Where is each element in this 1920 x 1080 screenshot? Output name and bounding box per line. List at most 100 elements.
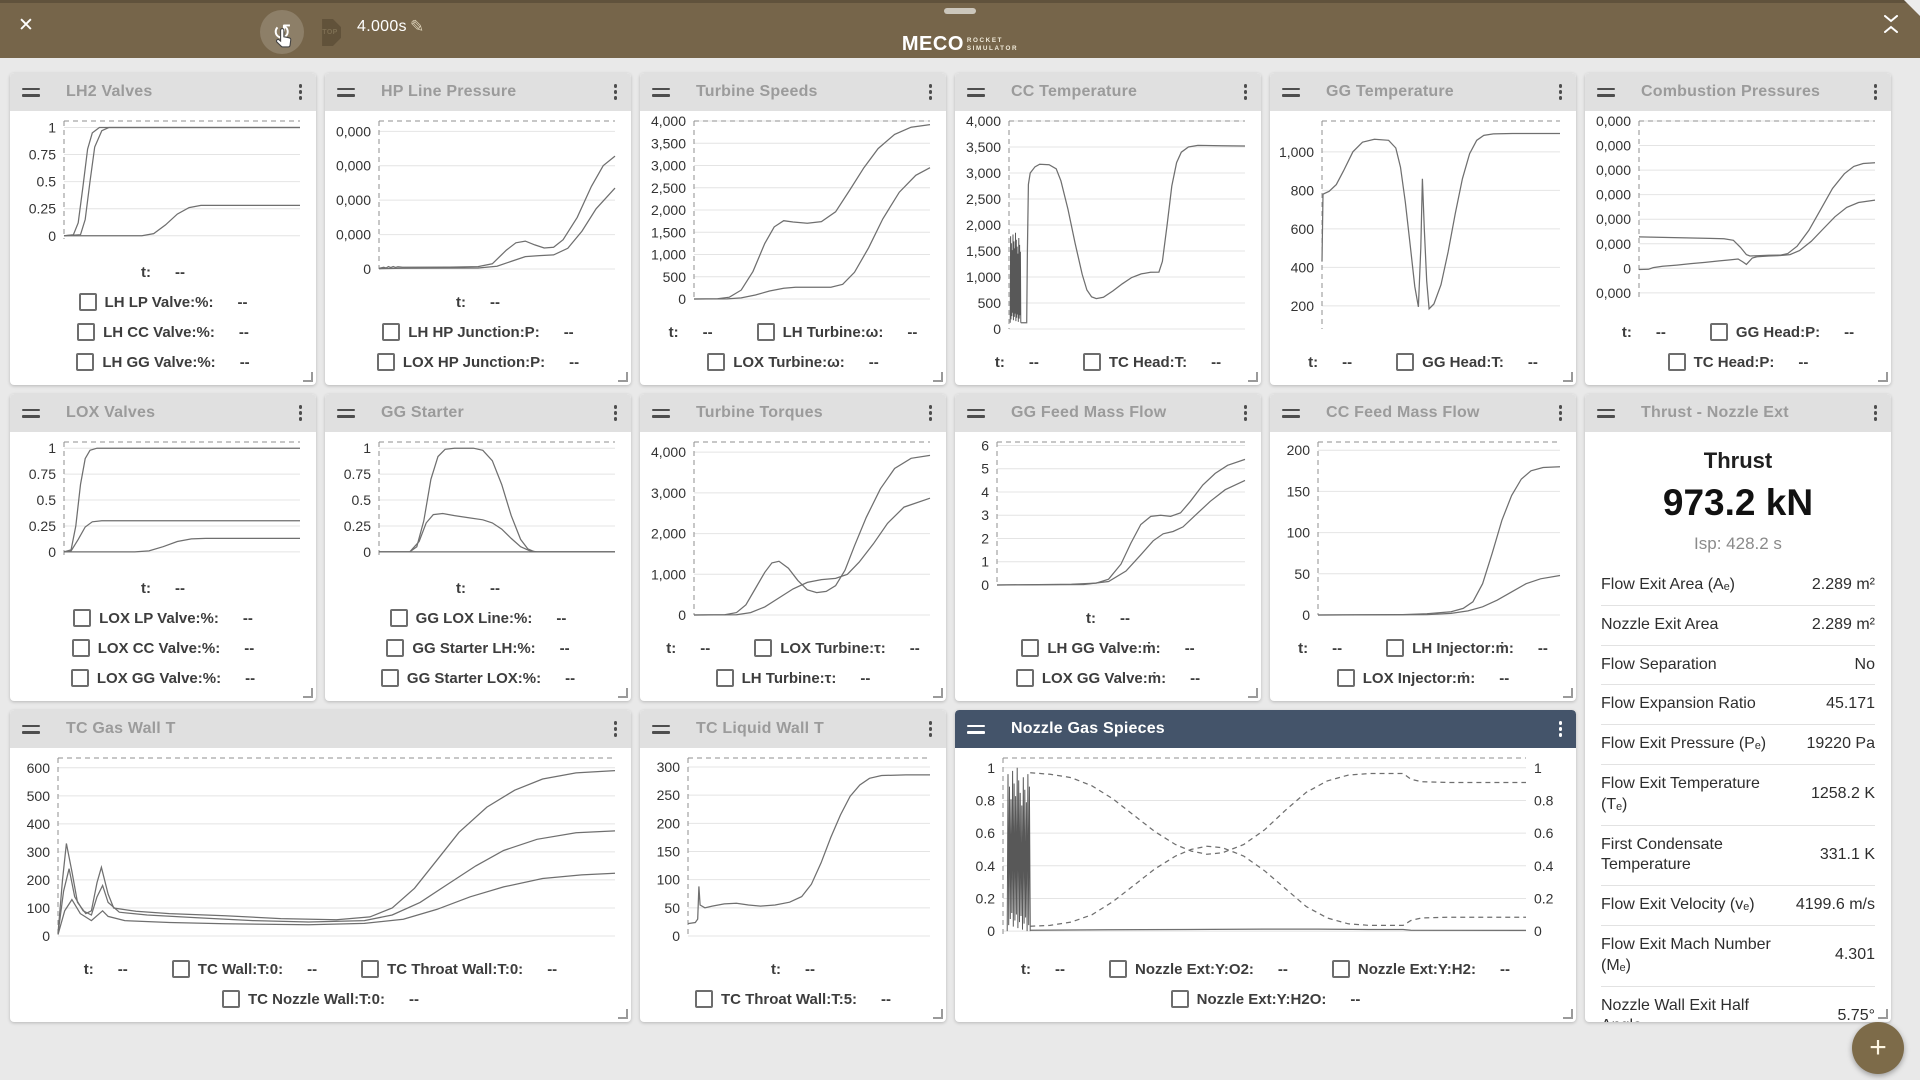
panel-resize-handle[interactable] <box>618 372 628 382</box>
panel-menu-kebab-icon[interactable] <box>1242 401 1250 425</box>
legend-checkbox[interactable] <box>78 293 97 311</box>
panel-resize-handle[interactable] <box>618 1009 628 1019</box>
panel-menu-kebab-icon[interactable] <box>1242 80 1250 104</box>
panel-resize-handle[interactable] <box>1248 372 1258 382</box>
chart-area[interactable]: 1 1 0.8 0.8 0.6 0.6 0.4 0.4 0.2 0.2 0 0 <box>957 750 1572 954</box>
chart-canvas[interactable]: 1,000 800 600 400 200 <box>1272 113 1572 347</box>
legend-checkbox[interactable] <box>76 353 95 371</box>
panel-drag-handle-icon[interactable] <box>337 408 355 418</box>
chart-canvas[interactable]: 6 5 4 3 2 1 0 <box>957 434 1257 603</box>
legend-checkbox[interactable] <box>1082 353 1101 371</box>
panel-resize-handle[interactable] <box>933 1009 943 1019</box>
panel-resize-handle[interactable] <box>1878 1009 1888 1019</box>
chart-canvas[interactable]: 4,000 3,500 3,000 2,500 2,000 1,500 1,000 500 0 <box>957 113 1257 347</box>
legend-checkbox[interactable] <box>71 639 90 657</box>
chart-area[interactable]: 0,000 0,000 0,000 0,000 0,000 0,000 0 0,000 <box>1587 113 1887 317</box>
replay-button[interactable]: ↺ <box>260 10 304 54</box>
panel-drag-handle-icon[interactable] <box>652 408 670 418</box>
panel-resize-handle[interactable] <box>933 688 943 698</box>
stop-button[interactable]: STOP <box>322 19 341 46</box>
panel-menu-kebab-icon[interactable] <box>927 401 935 425</box>
legend-checkbox[interactable] <box>1336 669 1355 687</box>
legend-checkbox[interactable] <box>694 990 713 1008</box>
chart-area[interactable]: 1 0.75 0.5 0.25 0 <box>327 434 627 573</box>
panel-menu-kebab-icon[interactable] <box>927 80 935 104</box>
legend-checkbox[interactable] <box>361 960 380 978</box>
legend-checkbox[interactable] <box>1170 990 1189 1008</box>
panel-drag-handle-icon[interactable] <box>1282 87 1300 97</box>
legend-checkbox[interactable] <box>389 609 408 627</box>
legend-checkbox[interactable] <box>386 639 405 657</box>
legend-checkbox[interactable] <box>756 323 775 341</box>
panel-drag-handle-icon[interactable] <box>967 87 985 97</box>
add-panel-fab[interactable]: + <box>1852 1022 1904 1074</box>
panel-menu-kebab-icon[interactable] <box>612 80 620 104</box>
chart-canvas[interactable]: 0,000 0,000 0,000 0,000 0 <box>327 113 627 287</box>
panel-drag-handle-icon[interactable] <box>1282 408 1300 418</box>
panel-menu-kebab-icon[interactable] <box>1872 80 1880 104</box>
legend-checkbox[interactable] <box>1021 639 1040 657</box>
legend-checkbox[interactable] <box>707 353 726 371</box>
collapse-bar-icon[interactable] <box>1884 15 1898 38</box>
chart-area[interactable]: 600 500 400 300 200 100 0 <box>12 750 627 954</box>
legend-checkbox[interactable] <box>1015 669 1034 687</box>
legend-checkbox[interactable] <box>376 353 395 371</box>
panel-drag-handle-icon[interactable] <box>22 724 40 734</box>
chart-area[interactable]: 1,000 800 600 400 200 <box>1272 113 1572 347</box>
legend-checkbox[interactable] <box>1386 639 1405 657</box>
panel-menu-kebab-icon[interactable] <box>612 717 620 741</box>
legend-checkbox[interactable] <box>1667 353 1686 371</box>
chart-canvas[interactable]: 1 0.75 0.5 0.25 0 <box>327 434 627 573</box>
chart-area[interactable]: 1 0.75 0.5 0.25 0 <box>12 434 312 573</box>
panel-drag-handle-icon[interactable] <box>967 408 985 418</box>
legend-checkbox[interactable] <box>1331 960 1350 978</box>
panel-resize-handle[interactable] <box>1563 1009 1573 1019</box>
panel-menu-kebab-icon[interactable] <box>1557 717 1565 741</box>
chart-canvas[interactable]: 1 1 0.8 0.8 0.6 0.6 0.4 0.4 0.2 0.2 0 0 <box>957 750 1572 954</box>
legend-checkbox[interactable] <box>77 323 96 341</box>
panel-resize-handle[interactable] <box>303 372 313 382</box>
legend-checkbox[interactable] <box>73 609 92 627</box>
chart-canvas[interactable]: 0,000 0,000 0,000 0,000 0,000 0,000 0 0,000 <box>1587 113 1887 317</box>
chart-area[interactable]: 1 0.75 0.5 0.25 0 <box>12 113 312 257</box>
panel-drag-handle-icon[interactable] <box>1597 408 1615 418</box>
panel-menu-kebab-icon[interactable] <box>297 401 305 425</box>
panel-resize-handle[interactable] <box>1563 372 1573 382</box>
panel-drag-handle-icon[interactable] <box>967 724 985 734</box>
chart-area[interactable]: 4,000 3,500 3,000 2,500 2,000 1,500 1,000 500 0 <box>957 113 1257 347</box>
panel-menu-kebab-icon[interactable] <box>1557 80 1565 104</box>
chart-canvas[interactable]: 600 500 400 300 200 100 0 <box>12 750 627 954</box>
edit-time-icon[interactable]: ✎ <box>410 17 425 36</box>
chart-canvas[interactable]: 4,000 3,500 3,000 2,500 2,000 1,500 1,000 500 0 <box>642 113 942 317</box>
panel-drag-handle-icon[interactable] <box>22 408 40 418</box>
panel-menu-kebab-icon[interactable] <box>927 717 935 741</box>
panel-resize-handle[interactable] <box>303 688 313 698</box>
panel-drag-handle-icon[interactable] <box>652 87 670 97</box>
chart-area[interactable]: 200 150 100 50 0 <box>1272 434 1572 633</box>
panel-menu-kebab-icon[interactable] <box>1557 401 1565 425</box>
panel-resize-handle[interactable] <box>933 372 943 382</box>
panel-resize-handle[interactable] <box>618 688 628 698</box>
panel-drag-handle-icon[interactable] <box>1597 87 1615 97</box>
chart-canvas[interactable]: 200 150 100 50 0 <box>1272 434 1572 633</box>
panel-drag-handle-icon[interactable] <box>652 724 670 734</box>
panel-drag-handle-icon[interactable] <box>22 87 40 97</box>
window-drag-pill[interactable] <box>944 8 976 14</box>
legend-checkbox[interactable] <box>754 639 773 657</box>
chart-canvas[interactable]: 4,000 3,000 2,000 1,000 0 <box>642 434 942 633</box>
chart-canvas[interactable]: 1 0.75 0.5 0.25 0 <box>12 434 312 573</box>
close-icon[interactable]: ✕ <box>18 15 34 36</box>
legend-checkbox[interactable] <box>222 990 241 1008</box>
panel-menu-kebab-icon[interactable] <box>1872 401 1880 425</box>
legend-checkbox[interactable] <box>1396 353 1415 371</box>
chart-area[interactable]: 4,000 3,000 2,000 1,000 0 <box>642 434 942 633</box>
chart-canvas[interactable]: 1 0.75 0.5 0.25 0 <box>12 113 312 257</box>
panel-menu-kebab-icon[interactable] <box>612 401 620 425</box>
panel-resize-handle[interactable] <box>1248 688 1258 698</box>
legend-checkbox[interactable] <box>1109 960 1127 978</box>
chart-area[interactable]: 0,000 0,000 0,000 0,000 0 <box>327 113 627 287</box>
panel-resize-handle[interactable] <box>1878 372 1888 382</box>
chart-area[interactable]: 4,000 3,500 3,000 2,500 2,000 1,500 1,000 500 0 <box>642 113 942 317</box>
panel-resize-handle[interactable] <box>1563 688 1573 698</box>
chart-area[interactable]: 6 5 4 3 2 1 0 <box>957 434 1257 603</box>
